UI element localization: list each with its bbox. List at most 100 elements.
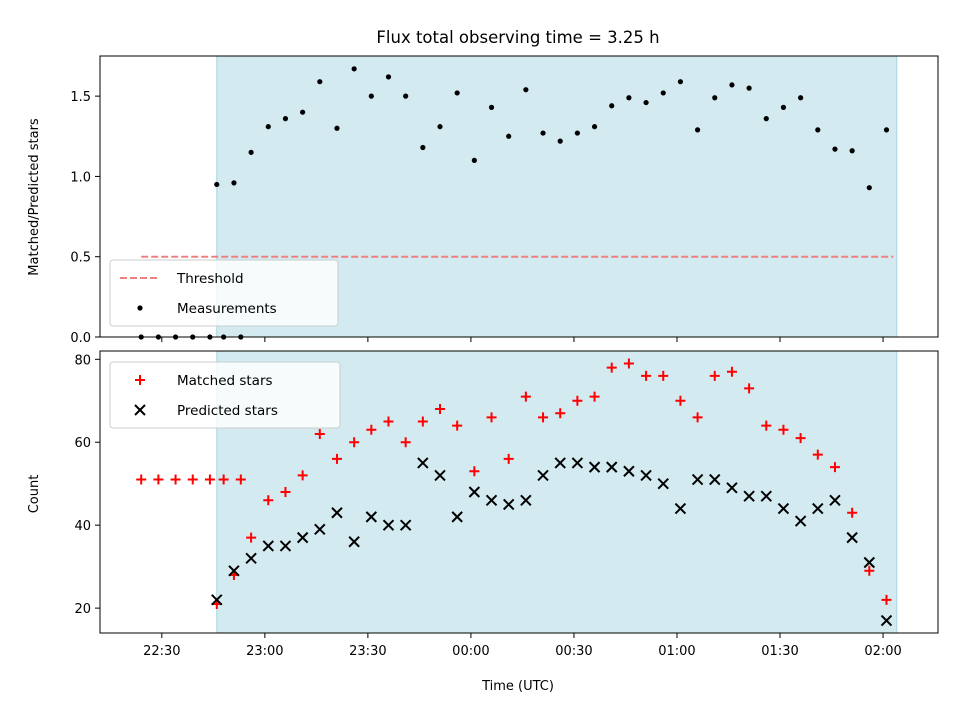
data-point-measurements <box>351 66 357 72</box>
data-point-measurements <box>488 104 495 110</box>
data-point-measurements <box>420 144 426 151</box>
data-point-measurements <box>609 103 615 109</box>
y-tick-label: 20 <box>74 602 91 617</box>
data-point-predicted-stars <box>211 594 223 606</box>
data-point-predicted-stars <box>399 519 412 531</box>
data-point-matched-stars <box>349 437 360 448</box>
data-point-matched-stars <box>435 404 446 415</box>
data-point-measurements <box>660 90 666 96</box>
legend-box <box>109 259 339 327</box>
data-point-measurements <box>248 149 254 155</box>
data-point-predicted-stars <box>331 507 343 519</box>
data-point-predicted-stars <box>743 490 755 502</box>
data-point-measurements <box>694 127 701 133</box>
series-matched-stars <box>136 358 892 609</box>
axes-frame <box>99 55 939 338</box>
data-point-matched-stars <box>503 453 514 464</box>
data-point-predicted-stars <box>417 457 429 469</box>
y-tick-label: 80 <box>74 353 91 368</box>
data-point-matched-stars <box>417 416 428 427</box>
y-tick-label: 40 <box>74 519 91 534</box>
data-point-predicted-stars <box>846 531 858 544</box>
x-tick-label: 01:00 <box>658 644 695 659</box>
data-point-matched-stars <box>170 474 181 485</box>
data-point-measurements <box>317 79 323 85</box>
data-point-measurements <box>557 138 563 144</box>
bottom-y-axis-label: Count <box>27 475 42 514</box>
data-point-matched-stars <box>606 362 617 373</box>
data-point-predicted-stars <box>245 552 257 565</box>
data-point-measurements <box>866 185 872 191</box>
data-point-matched-stars <box>187 474 198 485</box>
y-tick-label: 0.0 <box>70 331 91 346</box>
data-point-matched-stars <box>469 466 480 477</box>
data-point-predicted-stars <box>485 494 498 507</box>
data-point-matched-stars <box>864 565 875 576</box>
data-point-predicted-stars <box>726 482 738 494</box>
data-point-measurements <box>300 109 306 115</box>
data-point-predicted-stars <box>314 523 326 536</box>
data-point-matched-stars <box>555 408 566 419</box>
data-point-matched-stars <box>795 433 806 444</box>
data-point-measurements <box>643 99 649 106</box>
data-point-predicted-stars <box>640 469 652 482</box>
data-point-predicted-stars <box>709 473 721 486</box>
data-point-predicted-stars <box>434 469 446 482</box>
legend-swatch <box>135 375 145 385</box>
data-point-predicted-stars <box>520 494 532 507</box>
data-point-matched-stars <box>778 424 789 435</box>
data-point-matched-stars <box>520 391 531 402</box>
data-point-matched-stars <box>589 391 600 402</box>
data-point-predicted-stars <box>606 461 618 473</box>
data-point-matched-stars <box>297 470 308 481</box>
data-point-measurements <box>780 104 787 110</box>
data-point-predicted-stars <box>829 494 841 507</box>
data-point-measurements <box>506 133 512 139</box>
data-point-predicted-stars <box>812 502 824 515</box>
data-point-matched-stars <box>761 420 772 431</box>
data-point-measurements <box>763 116 769 122</box>
data-point-measurements <box>368 93 374 99</box>
data-point-predicted-stars <box>777 502 790 515</box>
data-point-matched-stars <box>400 437 411 448</box>
data-point-matched-stars <box>153 474 164 485</box>
y-tick-label: 1.0 <box>70 170 91 185</box>
bottom-panel: 20 40 60 80 22:30 23:00 23:30 00:00 00:30 01:00 01… <box>74 350 939 659</box>
data-point-matched-stars <box>383 416 394 427</box>
data-point-predicted-stars <box>296 531 309 544</box>
data-point-predicted-stars <box>382 519 395 531</box>
data-point-measurements <box>403 93 409 99</box>
data-point-predicted-stars <box>262 540 274 552</box>
top-y-axis-label: Matched/Predicted stars <box>27 118 42 276</box>
x-tick-label: 02:00 <box>864 644 901 659</box>
data-point-measurements <box>677 79 684 85</box>
data-point-matched-stars <box>572 395 583 406</box>
legend-swatch <box>137 305 143 311</box>
data-point-measurements <box>849 148 855 154</box>
data-point-measurements <box>626 95 632 101</box>
data-point-matched-stars <box>218 474 229 485</box>
data-point-matched-stars <box>623 358 634 369</box>
data-point-measurements <box>523 87 529 93</box>
data-point-matched-stars <box>709 370 720 381</box>
data-point-matched-stars <box>658 370 669 381</box>
data-point-predicted-stars <box>554 457 566 469</box>
data-point-matched-stars <box>538 412 549 423</box>
data-point-predicted-stars <box>794 515 807 527</box>
data-point-matched-stars <box>744 383 755 394</box>
data-point-measurements <box>540 130 546 136</box>
legend-entry-label: Measurements <box>177 301 277 317</box>
y-tick-label: 1.5 <box>70 90 91 105</box>
data-point-measurements <box>883 127 890 133</box>
data-point-matched-stars <box>136 474 147 485</box>
data-point-matched-stars <box>452 420 463 431</box>
data-point-measurements <box>265 124 271 130</box>
data-point-measurements <box>471 157 477 163</box>
data-point-measurements <box>334 125 340 131</box>
data-point-measurements <box>591 124 598 130</box>
data-point-matched-stars <box>692 412 703 423</box>
data-point-predicted-stars <box>691 473 704 486</box>
data-point-predicted-stars <box>228 565 240 577</box>
data-point-predicted-stars <box>571 457 584 469</box>
